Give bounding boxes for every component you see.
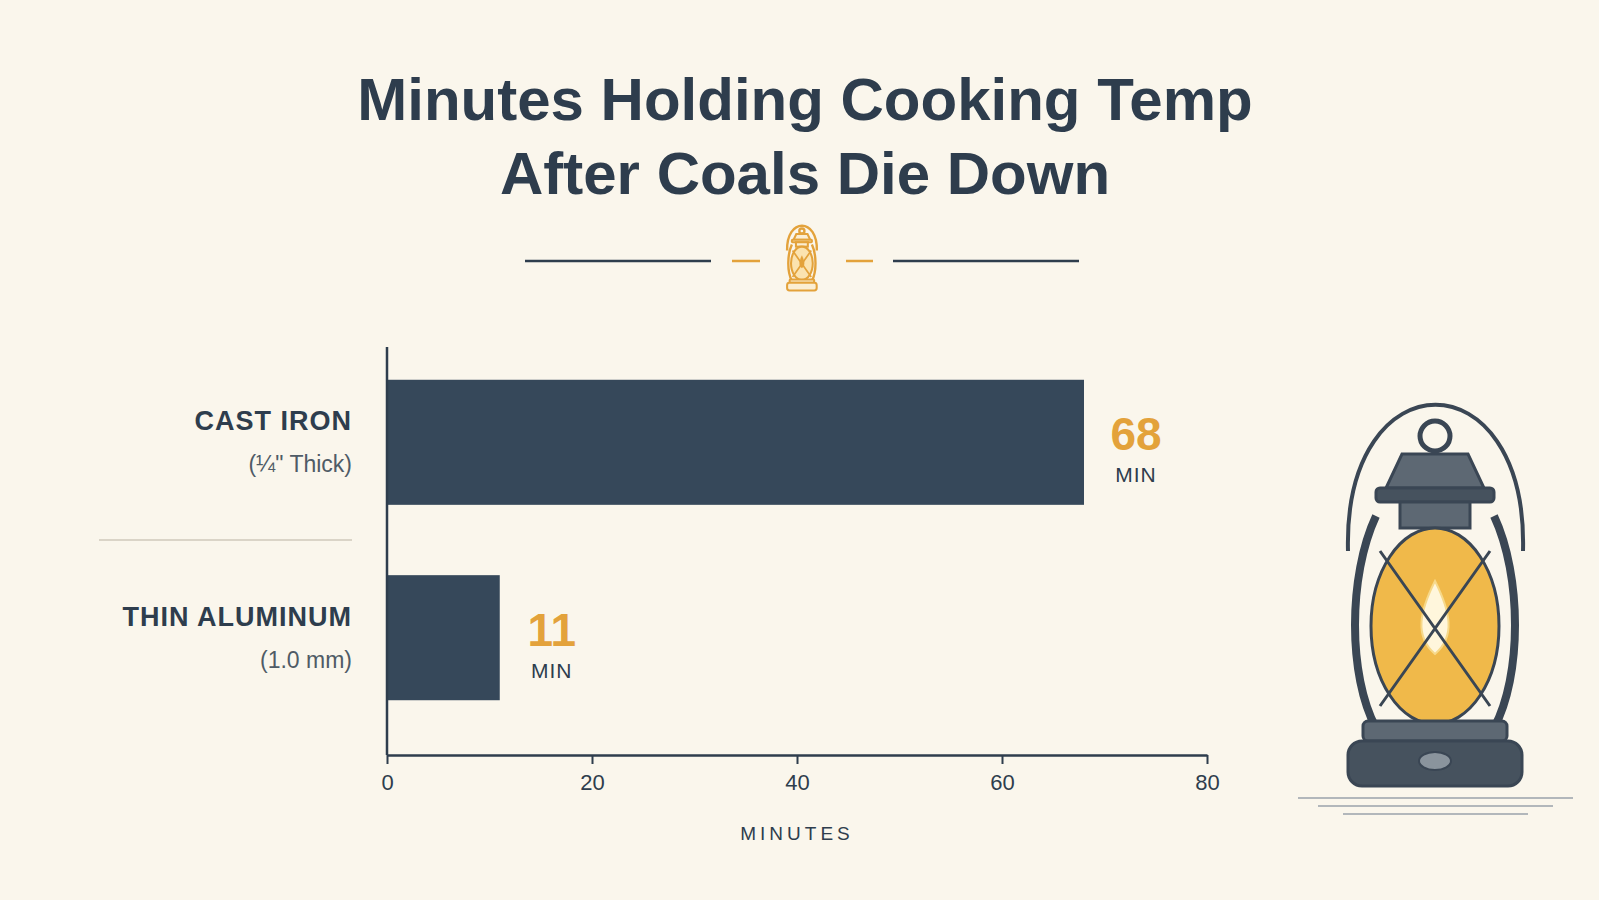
big-lantern xyxy=(1298,405,1573,814)
divider-dash xyxy=(732,260,760,263)
x-tick-label: 40 xyxy=(785,770,809,795)
bar xyxy=(387,380,1084,505)
category-label: THIN ALUMINUM xyxy=(123,602,352,632)
data-label-unit: MIN xyxy=(1115,463,1157,486)
x-tick-mark xyxy=(1207,755,1209,764)
title-line: Minutes Holding Cooking Temp xyxy=(357,66,1253,133)
divider-dash xyxy=(846,260,873,263)
small-lantern xyxy=(787,226,817,291)
category-label: CAST IRON xyxy=(195,406,353,436)
data-labels: 68 MIN 11 MIN xyxy=(527,408,1161,681)
lantern-cap-rim xyxy=(1376,488,1494,502)
x-axis: 0 20 40 60 80 xyxy=(381,755,1219,795)
lantern-cap xyxy=(1386,454,1484,488)
y-axis-line xyxy=(386,347,389,755)
lantern-globe xyxy=(791,247,813,280)
lantern-ring xyxy=(799,228,804,233)
x-tick: 20 xyxy=(580,755,604,795)
lantern-base xyxy=(787,283,817,291)
category-detail: (1.0 mm) xyxy=(260,647,352,673)
data-label: 11 xyxy=(527,604,576,656)
data-label: 68 xyxy=(1110,408,1161,460)
title-line: After Coals Die Down xyxy=(500,140,1110,207)
x-tick: 40 xyxy=(785,755,809,795)
x-tick-label: 20 xyxy=(580,770,604,795)
lantern-ring xyxy=(1420,421,1450,451)
lantern-collar xyxy=(1400,502,1470,528)
x-tick-label: 60 xyxy=(990,770,1014,795)
x-tick-label: 80 xyxy=(1195,770,1219,795)
x-tick: 0 xyxy=(381,755,393,795)
x-tick: 80 xyxy=(1195,755,1219,795)
lantern-base-top xyxy=(1363,721,1507,741)
bars xyxy=(387,380,1084,700)
category-labels: CAST IRON (¼" Thick) THIN ALUMINUM (1.0 mm) xyxy=(99,406,352,672)
lantern-guard xyxy=(793,251,812,277)
lantern-ground xyxy=(1298,798,1573,814)
lantern-knob xyxy=(1419,752,1451,770)
x-tick-mark xyxy=(592,755,594,764)
lantern-globe xyxy=(1371,528,1499,724)
chart: Minutes Holding Cooking Temp After Coals … xyxy=(0,0,1599,900)
category-separator xyxy=(99,539,352,541)
divider-line xyxy=(525,260,711,263)
bar xyxy=(387,575,500,700)
category-detail: (¼" Thick) xyxy=(248,451,352,477)
x-tick-label: 0 xyxy=(381,770,393,795)
lantern-base xyxy=(1348,741,1522,786)
x-tick: 60 xyxy=(990,755,1014,795)
x-axis-title: MINUTES xyxy=(740,823,854,844)
background xyxy=(0,0,1599,900)
divider-line xyxy=(893,260,1079,263)
data-label-unit: MIN xyxy=(531,659,573,682)
lantern-frame xyxy=(788,245,815,281)
x-tick-mark xyxy=(1002,755,1004,764)
lantern-frame xyxy=(1355,516,1515,728)
title: Minutes Holding Cooking Temp After Coals … xyxy=(357,66,1253,207)
divider xyxy=(525,226,1079,291)
x-tick-mark xyxy=(797,755,799,764)
x-tick-mark xyxy=(387,755,389,764)
lantern-guard xyxy=(1380,551,1490,706)
